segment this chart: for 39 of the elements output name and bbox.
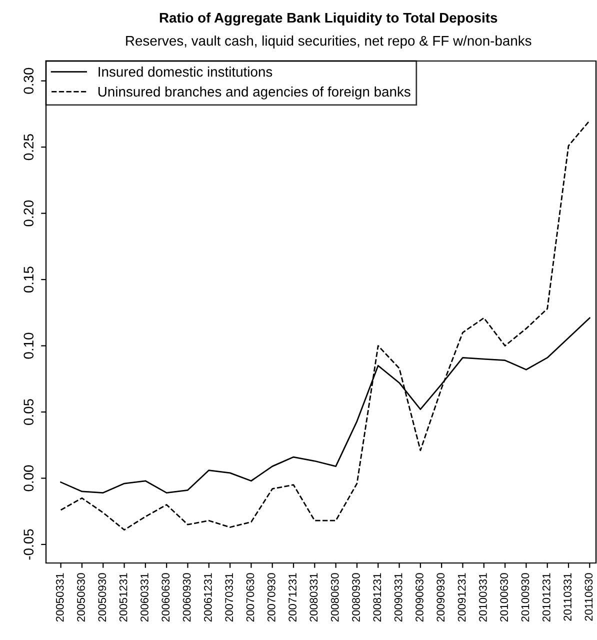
y-tick-label: 0.20: [24, 200, 34, 226]
x-tick-label: 20080930: [352, 573, 360, 622]
x-tick-label: 20060630: [162, 573, 170, 622]
legend-label: Insured domestic institutions: [98, 66, 272, 77]
x-tick-label: 20050630: [77, 573, 85, 622]
x-tick-label: 20101231: [542, 573, 550, 622]
line-series: [60, 120, 590, 531]
x-tick-label: 20060930: [182, 573, 191, 622]
y-tick-label: 0.30: [24, 68, 34, 94]
x-tick-label: 20090930: [436, 573, 445, 622]
y-tick-label: 0.00: [24, 465, 34, 492]
x-tick-label: 20050331: [56, 573, 64, 622]
x-tick-label: 20061231: [204, 573, 212, 622]
y-tick-label: 0.15: [24, 266, 34, 293]
x-tick-label: 20050930: [98, 573, 106, 622]
y-tick-label: 0.25: [24, 134, 34, 160]
x-tick-label: 20080331: [310, 573, 318, 622]
y-tick-label: 0.10: [24, 332, 34, 359]
x-tick-label: 20100630: [500, 573, 508, 622]
x-tick-label: 20070930: [267, 573, 276, 622]
x-tick-label: 20081231: [373, 573, 382, 622]
x-tick-label: 20110331: [564, 573, 572, 621]
x-tick-label: 20051231: [119, 573, 128, 622]
chart-title: Ratio of Aggregate Bank Liquidity to Total Deposits: [160, 12, 498, 26]
legend-label: Uninsured branches and agencies of foreign banks: [98, 86, 410, 100]
x-tick-label: 20070630: [246, 573, 254, 622]
x-tick-label: 20090331: [394, 573, 402, 622]
x-tick-label: 20071231: [288, 573, 296, 622]
x-tick-label: 20080630: [330, 573, 339, 622]
y-tick-label: 0.05: [24, 399, 34, 425]
x-tick-label: 20110630: [584, 573, 593, 621]
x-tick-label: 20070331: [225, 573, 234, 622]
x-tick-label: 20100930: [521, 573, 530, 622]
y-tick-label: -0.05: [24, 529, 34, 560]
x-tick-label: 20060331: [140, 573, 148, 622]
chart-subtitle: Reserves, vault cash, liquid securities, net repo & FF w/non-banks: [126, 36, 532, 48]
x-tick-label: 20090630: [416, 573, 424, 622]
x-tick-label: 20091231: [458, 573, 466, 622]
x-tick-label: 20100331: [479, 573, 487, 622]
